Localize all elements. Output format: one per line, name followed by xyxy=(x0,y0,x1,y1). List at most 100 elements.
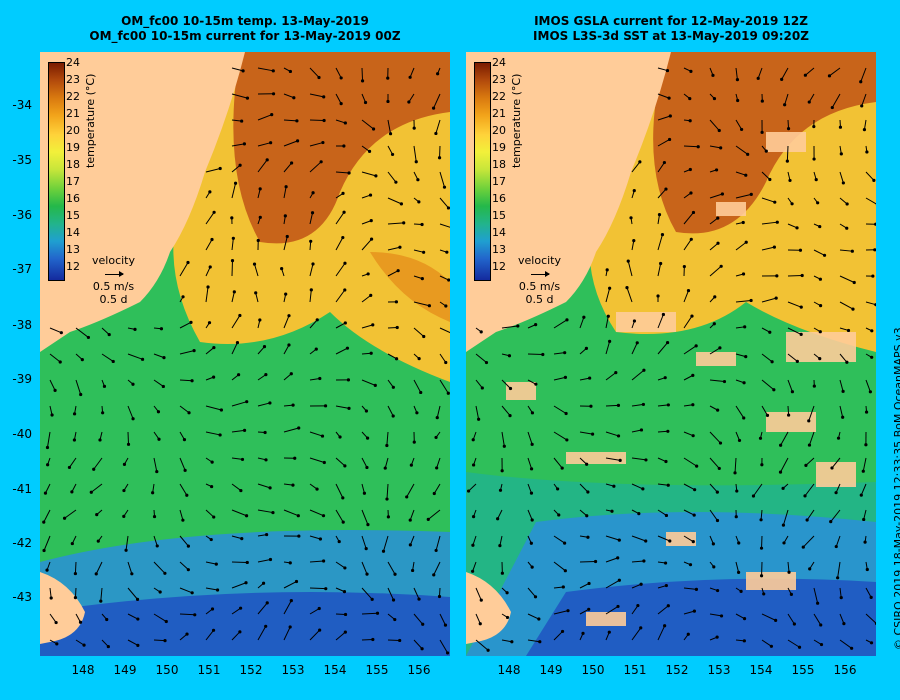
velocity-legend-title: velocity xyxy=(92,254,135,267)
current-vector xyxy=(49,327,62,334)
current-vector xyxy=(631,583,642,589)
current-vector xyxy=(657,625,666,641)
current-vector xyxy=(631,605,639,615)
current-vector-head xyxy=(155,469,159,474)
current-vector-head xyxy=(818,330,822,334)
current-vector xyxy=(657,314,664,329)
current-vector-head xyxy=(368,193,373,197)
current-vector-head xyxy=(422,250,426,254)
current-vector-head xyxy=(616,604,620,609)
current-vector-head xyxy=(639,626,643,630)
current-vector-head xyxy=(341,191,345,195)
current-vector xyxy=(683,239,692,251)
current-vector-head xyxy=(375,611,380,615)
current-vector-head xyxy=(369,219,373,223)
current-vector-head xyxy=(617,578,621,582)
current-vector-head xyxy=(163,639,167,643)
current-vector-head xyxy=(265,158,269,162)
current-vector xyxy=(657,605,669,615)
colorbar-tick: 17 xyxy=(66,175,80,188)
current-vector xyxy=(475,587,482,601)
current-vector-head xyxy=(716,241,720,245)
current-vector-head xyxy=(500,469,504,473)
current-vector-head xyxy=(786,126,791,131)
current-vector-head xyxy=(742,617,747,621)
velocity-legend-arrow xyxy=(518,267,561,280)
current-vector xyxy=(335,67,342,79)
colorbar-tick: 24 xyxy=(492,56,506,69)
current-vector xyxy=(605,341,611,355)
current-vector xyxy=(309,431,323,437)
lon-tick: 149 xyxy=(113,663,137,677)
current-vector-head xyxy=(764,149,768,153)
current-vector-head xyxy=(412,126,416,130)
copyright-label: © CSIRO 2019 18-May-2019 12:33:35 BoM Oc… xyxy=(892,327,900,650)
current-vector xyxy=(231,582,247,589)
current-vector xyxy=(735,145,748,155)
current-vector xyxy=(309,67,320,78)
current-vector xyxy=(683,290,689,303)
current-vector xyxy=(413,301,430,307)
current-vector xyxy=(781,67,789,80)
current-vector xyxy=(179,587,193,594)
current-vector-head xyxy=(797,645,802,649)
current-vector-head xyxy=(874,303,876,307)
current-vector-head xyxy=(210,484,214,489)
current-vector xyxy=(631,161,641,173)
current-vector-head xyxy=(92,467,96,471)
current-vector-head xyxy=(393,617,397,622)
current-vector-head xyxy=(756,76,760,80)
current-vector xyxy=(257,559,271,563)
current-vector xyxy=(309,509,324,517)
current-vector-head xyxy=(398,638,402,643)
current-vector-head xyxy=(341,235,345,240)
current-vector xyxy=(257,483,271,489)
current-vector xyxy=(335,457,346,467)
current-vector xyxy=(709,457,720,469)
current-vector-head xyxy=(443,623,448,627)
current-vector-head xyxy=(768,330,772,334)
current-vector xyxy=(335,483,344,499)
current-vector xyxy=(231,631,241,641)
current-vector-head xyxy=(322,460,326,465)
lat-tick: -35 xyxy=(12,153,32,167)
current-vector xyxy=(179,613,195,616)
current-vector-head xyxy=(283,214,287,218)
velocity-legend: velocity 0.5 m/s 0.5 d xyxy=(92,254,135,306)
current-vector xyxy=(709,379,725,383)
current-vector xyxy=(527,613,540,620)
current-vector xyxy=(839,613,845,624)
lat-tick: -37 xyxy=(12,262,32,276)
current-vector xyxy=(43,509,51,523)
current-vector xyxy=(257,346,265,355)
current-vector-head xyxy=(642,559,646,563)
current-vector-head xyxy=(181,518,185,522)
current-vector-head xyxy=(612,484,616,488)
current-vector xyxy=(74,587,77,598)
colorbar-tick: 16 xyxy=(66,192,80,205)
current-vector-head xyxy=(581,631,585,635)
current-vector-head xyxy=(434,548,438,553)
current-vector xyxy=(831,457,841,469)
current-vector-head xyxy=(565,318,569,322)
current-vector xyxy=(283,373,292,381)
current-vector-head xyxy=(89,490,93,494)
current-vector-head xyxy=(324,587,328,591)
current-vector-head xyxy=(444,360,448,365)
current-vector-head xyxy=(664,583,668,588)
current-vector xyxy=(734,457,737,473)
current-vector-head xyxy=(508,386,513,391)
current-vector-head xyxy=(530,411,535,415)
current-vector-head xyxy=(124,548,128,552)
current-vector xyxy=(631,535,646,542)
current-vector-head xyxy=(636,603,640,608)
current-vector-head xyxy=(560,629,565,634)
lon-tick: 151 xyxy=(623,663,647,677)
current-vector-head xyxy=(244,514,249,518)
current-vector-head xyxy=(338,435,342,439)
current-vector-head xyxy=(668,539,672,543)
current-vector xyxy=(735,67,738,80)
current-vector xyxy=(735,241,747,251)
current-vector xyxy=(335,93,342,104)
current-vector-head xyxy=(268,557,273,562)
